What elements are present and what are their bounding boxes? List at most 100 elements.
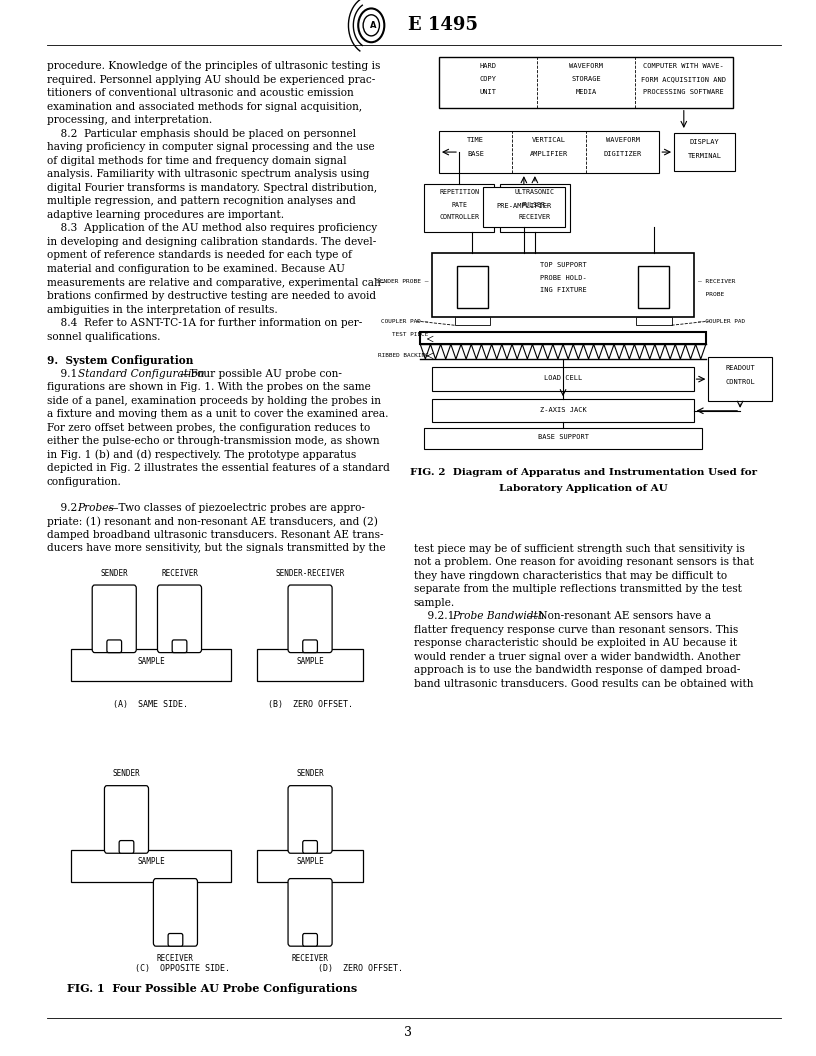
Text: RATE: RATE (451, 202, 467, 208)
FancyBboxPatch shape (257, 649, 363, 681)
FancyBboxPatch shape (72, 850, 230, 882)
Text: PROBE: PROBE (698, 293, 724, 297)
FancyBboxPatch shape (638, 266, 669, 308)
FancyBboxPatch shape (172, 640, 187, 653)
Text: priate: (1) resonant and non-resonant AE transducers, and (2): priate: (1) resonant and non-resonant AE… (47, 516, 377, 527)
Text: COPY: COPY (480, 76, 496, 82)
Text: would render a truer signal over a wider bandwidth. Another: would render a truer signal over a wider… (414, 652, 740, 662)
Text: FIG. 2  Diagram of Apparatus and Instrumentation Used for: FIG. 2 Diagram of Apparatus and Instrume… (410, 468, 757, 477)
Text: digital Fourier transforms is mandatory. Spectral distribution,: digital Fourier transforms is mandatory.… (47, 183, 377, 193)
Text: examination and associated methods for signal acquisition,: examination and associated methods for s… (47, 101, 361, 112)
Text: a fixture and moving them as a unit to cover the examined area.: a fixture and moving them as a unit to c… (47, 410, 388, 419)
Text: COMPUTER WITH WAVE-: COMPUTER WITH WAVE- (644, 63, 724, 70)
Text: For zero offset between probes, the configuration reduces to: For zero offset between probes, the conf… (47, 422, 370, 433)
Text: flatter frequency response curve than resonant sensors. This: flatter frequency response curve than re… (414, 625, 738, 635)
Text: A: A (370, 21, 376, 30)
Text: 9.1: 9.1 (47, 369, 83, 378)
Text: figurations are shown in Fig. 1. With the probes on the same: figurations are shown in Fig. 1. With th… (47, 382, 370, 392)
Text: band ultrasonic transducers. Good results can be obtained with: band ultrasonic transducers. Good result… (414, 679, 753, 689)
FancyBboxPatch shape (288, 786, 332, 853)
Text: READOUT: READOUT (725, 365, 755, 372)
Text: RECEIVER: RECEIVER (161, 568, 198, 578)
Text: AMPLIFIER: AMPLIFIER (530, 151, 568, 157)
Text: BASE SUPPORT: BASE SUPPORT (538, 434, 588, 440)
FancyBboxPatch shape (303, 841, 317, 853)
Text: not a problem. One reason for avoiding resonant sensors is that: not a problem. One reason for avoiding r… (414, 558, 754, 567)
Text: PROCESSING SOFTWARE: PROCESSING SOFTWARE (644, 89, 724, 95)
Text: material and configuration to be examined. Because AU: material and configuration to be examine… (47, 264, 344, 274)
FancyBboxPatch shape (457, 266, 488, 308)
Text: —Four possible AU probe con-: —Four possible AU probe con- (180, 369, 341, 378)
Text: ambiguities in the interpretation of results.: ambiguities in the interpretation of res… (47, 304, 277, 315)
Text: UNIT: UNIT (480, 89, 496, 95)
FancyBboxPatch shape (424, 184, 494, 232)
FancyBboxPatch shape (439, 131, 659, 173)
Text: RECEIVER: RECEIVER (519, 214, 551, 221)
Text: sonnel qualifications.: sonnel qualifications. (47, 332, 160, 341)
FancyBboxPatch shape (303, 934, 317, 946)
Text: E 1495: E 1495 (408, 16, 478, 35)
Text: (C)  OPPOSITE SIDE.: (C) OPPOSITE SIDE. (135, 964, 229, 974)
Text: PRE-AMPLIFIER: PRE-AMPLIFIER (496, 203, 552, 209)
Text: analysis. Familiarity with ultrasonic spectrum analysis using: analysis. Familiarity with ultrasonic sp… (47, 169, 369, 180)
Text: TEST PIECE: TEST PIECE (392, 333, 428, 337)
Text: WAVEFORM: WAVEFORM (605, 137, 640, 144)
Text: multiple regression, and pattern recognition analyses and: multiple regression, and pattern recogni… (47, 196, 356, 206)
Text: having proficiency in computer signal processing and the use: having proficiency in computer signal pr… (47, 143, 375, 152)
Text: separate from the multiple reflections transmitted by the test: separate from the multiple reflections t… (414, 584, 742, 595)
Text: 9.2.1: 9.2.1 (414, 611, 461, 621)
Text: SENDER-RECEIVER: SENDER-RECEIVER (275, 568, 345, 578)
Text: — COUPLER PAD: — COUPLER PAD (698, 319, 745, 323)
Text: FIG. 1  Four Possible AU Probe Configurations: FIG. 1 Four Possible AU Probe Configurat… (67, 983, 357, 994)
Text: SENDER: SENDER (100, 568, 128, 578)
Text: PROBE HOLD-: PROBE HOLD- (539, 275, 587, 281)
Text: they have ringdown characteristics that may be difficult to: they have ringdown characteristics that … (414, 571, 727, 581)
Text: response characteristic should be exploited in AU because it: response characteristic should be exploi… (414, 639, 737, 648)
FancyBboxPatch shape (107, 640, 122, 653)
Text: side of a panel, examination proceeds by holding the probes in: side of a panel, examination proceeds by… (47, 396, 380, 406)
Text: SENDER: SENDER (113, 769, 140, 778)
Text: —Two classes of piezoelectric probes are appro-: —Two classes of piezoelectric probes are… (108, 503, 365, 512)
Text: Probe Bandwidth: Probe Bandwidth (452, 611, 544, 621)
Text: 8.4  Refer to ASNT-TC-1A for further information on per-: 8.4 Refer to ASNT-TC-1A for further info… (47, 318, 361, 328)
Text: procedure. Knowledge of the principles of ultrasonic testing is: procedure. Knowledge of the principles o… (47, 61, 380, 71)
Text: Standard Configuration: Standard Configuration (78, 369, 204, 378)
Text: (D)  ZERO OFFSET.: (D) ZERO OFFSET. (318, 964, 403, 974)
FancyBboxPatch shape (288, 879, 332, 946)
FancyBboxPatch shape (483, 187, 565, 227)
Text: RECEIVER: RECEIVER (291, 954, 329, 963)
Text: SAMPLE: SAMPLE (137, 657, 165, 665)
Text: sample.: sample. (414, 598, 455, 608)
Text: test piece may be of sufficient strength such that sensitivity is: test piece may be of sufficient strength… (414, 544, 744, 553)
Text: ducers have more sensitivity, but the signals transmitted by the: ducers have more sensitivity, but the si… (47, 544, 385, 553)
Text: SENDER PROBE —: SENDER PROBE — (376, 280, 428, 284)
FancyBboxPatch shape (303, 640, 317, 653)
Text: depicted in Fig. 2 illustrates the essential features of a standard: depicted in Fig. 2 illustrates the essen… (47, 464, 389, 473)
Text: brations confirmed by destructive testing are needed to avoid: brations confirmed by destructive testin… (47, 291, 375, 301)
FancyBboxPatch shape (674, 133, 735, 171)
Text: CONTROLLER: CONTROLLER (439, 214, 479, 221)
Text: WAVEFORM: WAVEFORM (569, 63, 603, 70)
FancyBboxPatch shape (288, 585, 332, 653)
Text: measurements are relative and comparative, experimental cali-: measurements are relative and comparativ… (47, 278, 384, 287)
FancyBboxPatch shape (72, 649, 230, 681)
Text: TOP SUPPORT: TOP SUPPORT (539, 262, 587, 268)
FancyBboxPatch shape (636, 317, 672, 325)
Text: REPETITION: REPETITION (439, 189, 479, 195)
FancyBboxPatch shape (708, 357, 772, 401)
Text: in Fig. 1 (b) and (d) respectively. The prototype apparatus: in Fig. 1 (b) and (d) respectively. The … (47, 450, 356, 460)
FancyBboxPatch shape (424, 428, 702, 449)
FancyBboxPatch shape (439, 57, 733, 108)
Text: approach is to use the bandwidth response of damped broad-: approach is to use the bandwidth respons… (414, 665, 740, 676)
Text: MEDIA: MEDIA (575, 89, 596, 95)
FancyBboxPatch shape (153, 879, 197, 946)
Text: titioners of conventional ultrasonic and acoustic emission: titioners of conventional ultrasonic and… (47, 89, 353, 98)
Text: ING FIXTURE: ING FIXTURE (539, 287, 587, 294)
Text: damped broadband ultrasonic transducers. Resonant AE trans-: damped broadband ultrasonic transducers.… (47, 530, 383, 540)
Text: COUPLER PAD —: COUPLER PAD — (381, 319, 428, 323)
Text: 8.3  Application of the AU method also requires proficiency: 8.3 Application of the AU method also re… (47, 224, 377, 233)
Text: 9.2: 9.2 (47, 503, 83, 512)
Text: HARD: HARD (480, 63, 496, 70)
Text: required. Personnel applying AU should be experienced prac-: required. Personnel applying AU should b… (47, 75, 375, 84)
Text: DISPLAY: DISPLAY (690, 139, 720, 146)
